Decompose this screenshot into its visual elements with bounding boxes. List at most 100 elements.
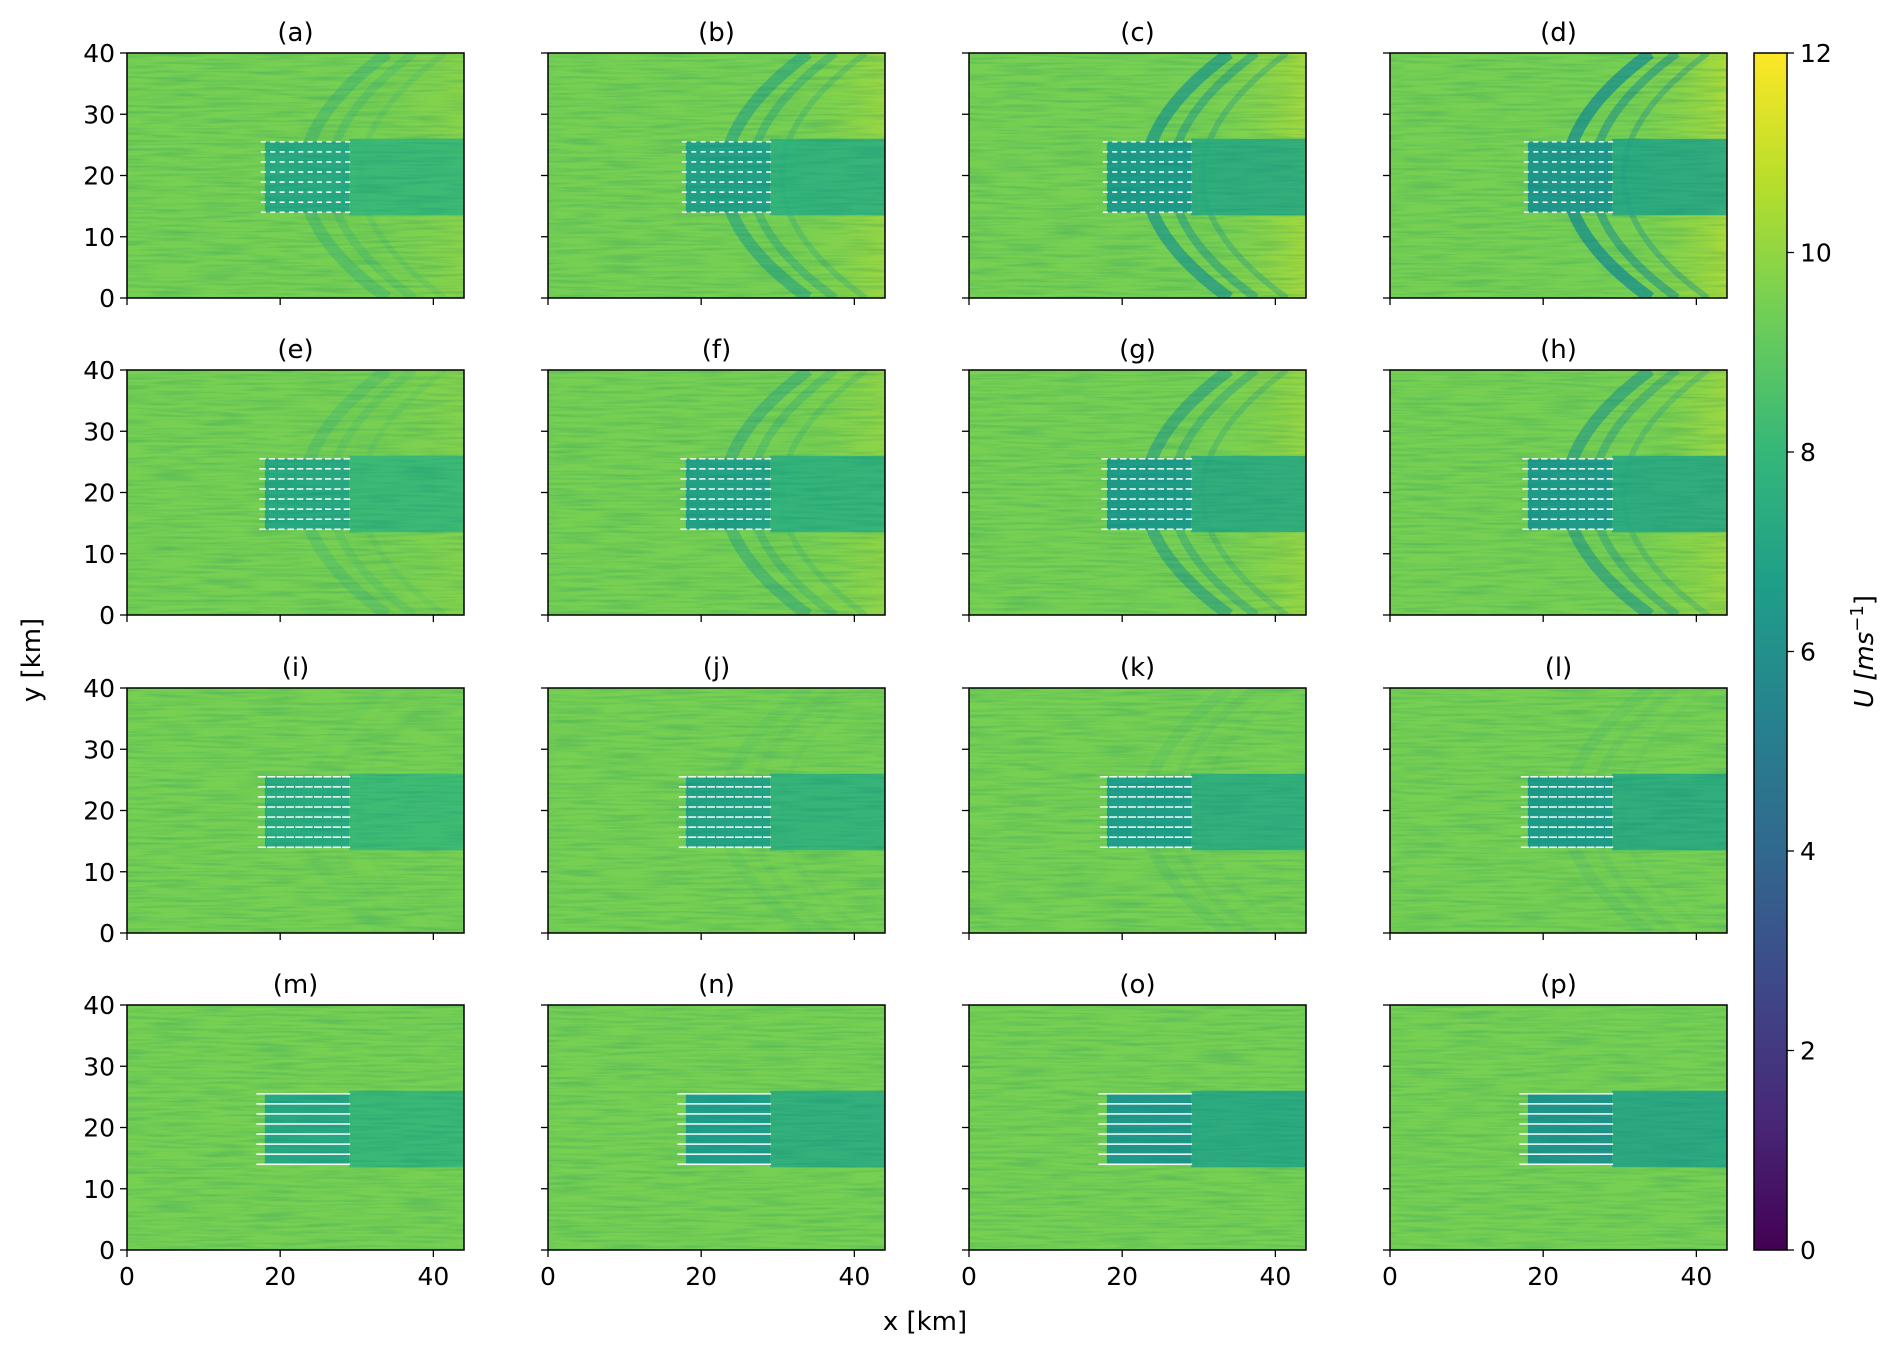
y-tick-label: 10 xyxy=(83,223,115,252)
y-tick-label: 40 xyxy=(83,674,115,703)
panel-j: (j) xyxy=(541,653,886,940)
turbine-array xyxy=(257,776,351,849)
panel-c: (c) xyxy=(962,18,1307,305)
panel-title: (a) xyxy=(277,18,313,48)
x-tick-label: 20 xyxy=(264,1262,296,1291)
x-tick-label: 0 xyxy=(1382,1262,1398,1291)
panel-g: (g) xyxy=(962,335,1307,622)
y-tick-label: 0 xyxy=(99,284,115,313)
y-tick-label: 40 xyxy=(83,39,115,68)
x-tick-label: 0 xyxy=(961,1262,977,1291)
turbine-array xyxy=(1102,141,1193,214)
y-tick-label: 20 xyxy=(83,162,115,191)
panel-d: (d) xyxy=(1383,18,1728,305)
panel-title: (b) xyxy=(698,18,735,48)
colorbar: 0 2 4 6 8 10 12 U [ms−1] xyxy=(1753,39,1880,1265)
colorbar-tick-label: 2 xyxy=(1800,1037,1816,1066)
panel-grid: (a) 0 10 20 30 40 (b) (c) (d) (e) 0 10 20 30 40 (f) (g) (… xyxy=(83,18,1728,1291)
panel-title: (d) xyxy=(1540,18,1577,48)
turbulence-texture xyxy=(548,370,885,615)
turbulence-texture xyxy=(548,1005,885,1250)
panel-h: (h) xyxy=(1383,335,1728,622)
panel-a: (a) 0 10 20 30 40 xyxy=(83,18,465,313)
turbulence-texture xyxy=(969,688,1306,933)
turbulence-texture xyxy=(1390,1005,1727,1250)
turbulence-texture xyxy=(969,1005,1306,1250)
panel-m: (m) 0 10 20 30 40 0 20 40 xyxy=(83,970,465,1291)
x-tick-label: 20 xyxy=(1106,1262,1138,1291)
panel-title: (p) xyxy=(1540,970,1577,1000)
panel-title: (l) xyxy=(1545,653,1573,683)
panel-e: (e) 0 10 20 30 40 xyxy=(83,335,465,630)
turbine-array xyxy=(677,1093,772,1166)
colorbar-label: U [ms−1] xyxy=(1847,595,1880,708)
turbine-array xyxy=(260,141,351,214)
turbulence-texture xyxy=(1390,53,1727,298)
turbulence-texture xyxy=(127,370,464,615)
y-tick-label: 10 xyxy=(83,1175,115,1204)
turbine-array xyxy=(680,458,772,531)
y-tick-label: 20 xyxy=(83,479,115,508)
turbulence-texture xyxy=(969,53,1306,298)
panel-title: (e) xyxy=(277,335,313,365)
turbine-array xyxy=(1523,141,1614,214)
turbine-array xyxy=(259,458,351,531)
x-tick-label: 0 xyxy=(119,1262,135,1291)
turbulence-texture xyxy=(127,53,464,298)
colorbar-tick-label: 8 xyxy=(1800,438,1816,467)
panel-p: (p) 0 20 40 xyxy=(1382,970,1728,1291)
panel-title: (g) xyxy=(1119,335,1156,365)
panel-title: (f) xyxy=(702,335,731,365)
y-tick-label: 20 xyxy=(83,797,115,826)
panel-title: (o) xyxy=(1119,970,1155,1000)
y-tick-label: 40 xyxy=(83,356,115,385)
panel-f: (f) xyxy=(541,335,886,622)
turbine-array xyxy=(681,141,772,214)
turbulence-texture xyxy=(127,1005,464,1250)
x-tick-label: 40 xyxy=(417,1262,449,1291)
panel-title: (c) xyxy=(1120,18,1155,48)
turbine-array xyxy=(1520,776,1614,849)
y-tick-label: 40 xyxy=(83,991,115,1020)
colorbar-tick-label: 10 xyxy=(1800,239,1832,268)
turbulence-texture xyxy=(548,53,885,298)
turbine-array xyxy=(1099,776,1193,849)
panel-title: (j) xyxy=(703,653,731,683)
turbine-array xyxy=(1101,458,1193,531)
y-tick-label: 10 xyxy=(83,540,115,569)
panel-b: (b) xyxy=(541,18,886,305)
y-tick-label: 20 xyxy=(83,1114,115,1143)
colorbar-tick-label: 12 xyxy=(1800,39,1832,68)
colorbar-tick-label: 6 xyxy=(1800,638,1816,667)
turbine-array xyxy=(1098,1093,1193,1166)
panel-title: (h) xyxy=(1540,335,1577,365)
turbulence-texture xyxy=(1390,370,1727,615)
turbine-array xyxy=(256,1093,351,1166)
turbine-array xyxy=(1519,1093,1614,1166)
colorbar-gradient xyxy=(1753,52,1788,1251)
turbulence-texture xyxy=(127,688,464,933)
x-tick-label: 40 xyxy=(1259,1262,1291,1291)
x-tick-label: 20 xyxy=(685,1262,717,1291)
y-axis-label: y [km] xyxy=(17,618,47,702)
x-tick-label: 0 xyxy=(540,1262,556,1291)
y-tick-label: 10 xyxy=(83,858,115,887)
x-axis-label: x [km] xyxy=(883,1307,967,1337)
panel-i: (i) 0 10 20 30 40 xyxy=(83,653,465,948)
panel-k: (k) xyxy=(962,653,1307,940)
panel-o: (o) 0 20 40 xyxy=(961,970,1307,1291)
turbine-array xyxy=(678,776,772,849)
y-tick-label: 30 xyxy=(83,100,115,129)
panel-title: (m) xyxy=(273,970,319,1000)
y-tick-label: 30 xyxy=(83,1052,115,1081)
x-tick-label: 40 xyxy=(1680,1262,1712,1291)
x-tick-label: 40 xyxy=(838,1262,870,1291)
panel-title: (k) xyxy=(1120,653,1155,683)
panel-n: (n) 0 20 40 xyxy=(540,970,886,1291)
turbulence-texture xyxy=(969,370,1306,615)
panel-title: (i) xyxy=(282,653,310,683)
turbulence-texture xyxy=(1390,688,1727,933)
turbine-array xyxy=(1522,458,1614,531)
y-tick-label: 30 xyxy=(83,735,115,764)
